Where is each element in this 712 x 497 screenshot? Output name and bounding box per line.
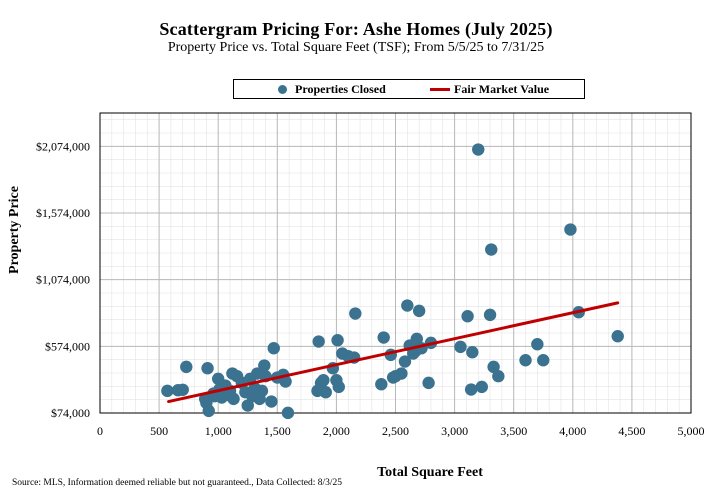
data-point (472, 143, 485, 156)
source-note: Source: MLS, Information deemed reliable… (12, 478, 343, 488)
data-point (485, 243, 498, 256)
y-axis-label: Property Price (7, 186, 22, 274)
data-point (401, 299, 414, 312)
data-point (258, 359, 271, 372)
legend-label: Fair Market Value (454, 82, 550, 96)
y-tick-label: $2,074,000 (36, 139, 90, 153)
data-point (317, 374, 330, 387)
data-point (267, 342, 280, 355)
data-point (483, 308, 497, 322)
data-point (461, 310, 474, 323)
y-tick-label: $1,074,000 (36, 273, 90, 287)
x-tick-label: 2,500 (382, 424, 409, 438)
data-point (176, 383, 189, 396)
x-tick-label: 5,000 (678, 424, 705, 438)
data-point (349, 307, 362, 320)
data-point (227, 392, 240, 406)
y-tick-label: $574,000 (45, 339, 90, 353)
data-point (279, 375, 292, 388)
data-point (492, 370, 505, 383)
x-tick-label: 1,500 (264, 424, 291, 438)
x-tick-label: 500 (150, 424, 168, 438)
data-point (412, 304, 426, 318)
data-point (398, 355, 412, 368)
x-tick-label: 2,000 (323, 424, 350, 438)
major-gridlines (100, 113, 691, 413)
chart-subtitle: Property Price vs. Total Square Feet (TS… (167, 40, 545, 55)
data-point (422, 376, 435, 390)
data-point (319, 386, 332, 399)
data-point (202, 404, 215, 418)
legend-marker-dot-icon (278, 85, 287, 94)
data-point (161, 384, 174, 398)
chart-legend: Properties Closed Fair Market Value (233, 79, 585, 99)
x-tick-label: 0 (97, 424, 103, 438)
legend-marker-line-icon (430, 88, 450, 91)
fair-market-value-trendline (167, 301, 620, 404)
data-point (281, 406, 295, 420)
data-point (487, 360, 500, 374)
data-point (180, 360, 193, 374)
chart-title: Scattergram Pricing For: Ashe Homes (Jul… (159, 19, 553, 39)
y-axis-ticks: $74,000 $574,000 $1,074,000 $1,574,000 $2,07… (36, 139, 90, 420)
x-tick-label: 1,000 (205, 424, 232, 438)
data-point (466, 346, 479, 359)
data-point (312, 335, 325, 348)
data-point (201, 362, 214, 375)
data-point (241, 399, 254, 412)
data-point (265, 395, 278, 408)
data-point (454, 340, 467, 354)
data-point (255, 384, 269, 398)
data-point (395, 367, 408, 380)
data-point (410, 332, 423, 346)
data-point (611, 330, 624, 343)
data-point (519, 354, 532, 367)
data-point (464, 383, 478, 396)
x-axis-ticks: 0 500 1,000 1,500 2,000 2,500 3,000 3,500 4,000 4… (97, 424, 705, 438)
data-point (377, 331, 390, 344)
x-axis-label: Total Square Feet (377, 465, 483, 480)
legend-entry-properties-closed: Properties Closed (278, 82, 386, 97)
data-point (332, 380, 345, 394)
data-point (331, 334, 344, 347)
plot-area-frame (99, 112, 692, 414)
legend-label: Properties Closed (295, 82, 386, 96)
data-point (375, 378, 388, 391)
x-tick-label: 3,500 (500, 424, 527, 438)
y-tick-label: $74,000 (51, 406, 90, 420)
data-point (564, 223, 577, 236)
x-tick-label: 4,000 (559, 424, 586, 438)
data-point (475, 380, 488, 394)
data-point (537, 354, 550, 367)
x-tick-label: 3,000 (441, 424, 468, 438)
data-point (531, 338, 544, 351)
x-tick-label: 4,500 (618, 424, 645, 438)
legend-entry-fair-market-value: Fair Market Value (430, 82, 549, 97)
fair-market-value-line (167, 301, 620, 404)
y-tick-label: $1,574,000 (36, 206, 90, 220)
data-points (161, 143, 624, 420)
